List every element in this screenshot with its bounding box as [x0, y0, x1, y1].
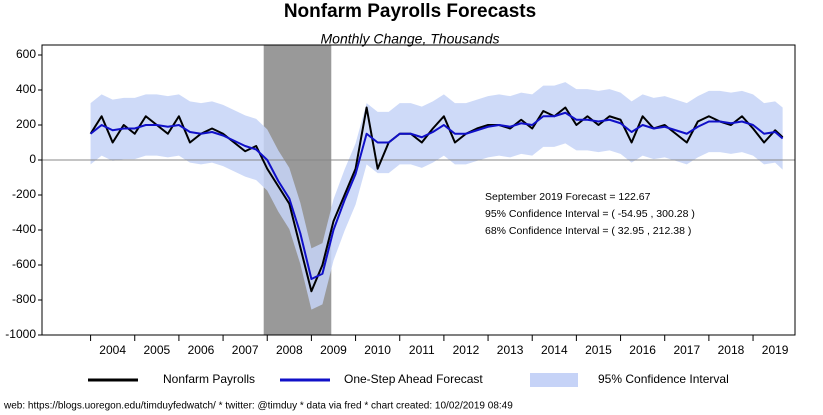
x-tick-label: 2008 — [276, 343, 303, 357]
x-tick-label: 2006 — [188, 343, 215, 357]
annotation: 68% Confidence Interval = ( 32.95 , 212.… — [485, 225, 691, 237]
y-tick-label: -800 — [12, 292, 36, 306]
legend-swatch — [530, 373, 578, 387]
y-tick-label: -200 — [12, 187, 36, 201]
x-tick-label: 2010 — [364, 343, 391, 357]
series-line — [89, 111, 784, 280]
x-tick-label: 2015 — [585, 343, 612, 357]
legend-label: One-Step Ahead Forecast — [344, 372, 483, 386]
x-tick-label: 2019 — [762, 343, 789, 357]
y-tick-label: 200 — [16, 117, 36, 131]
legend-label: Nonfarm Payrolls — [163, 372, 255, 386]
y-tick-label: -600 — [12, 257, 36, 271]
chart-subtitle: Monthly Change, Thousands — [321, 31, 500, 47]
x-tick-label: 2017 — [673, 343, 700, 357]
x-tick-label: 2004 — [99, 343, 126, 357]
x-tick-label: 2014 — [541, 343, 568, 357]
y-tick-label: 600 — [16, 47, 36, 61]
x-tick-label: 2005 — [143, 343, 170, 357]
plot-frame — [41, 44, 796, 336]
y-tick-label: 0 — [29, 152, 36, 166]
y-tick-label: -1000 — [5, 327, 36, 341]
annotation: September 2019 Forecast = 122.67 — [485, 191, 651, 203]
x-tick-label: 2013 — [497, 343, 524, 357]
x-tick-label: 2007 — [232, 343, 259, 357]
annotation: 95% Confidence Interval = ( -54.95 , 300… — [485, 208, 695, 220]
confidence-band — [90, 82, 783, 310]
legend-label: 95% Confidence Interval — [598, 372, 729, 386]
y-tick-label: -400 — [12, 222, 36, 236]
x-tick-label: 2009 — [320, 343, 347, 357]
x-tick-label: 2016 — [629, 343, 656, 357]
x-tick-label: 2012 — [453, 343, 480, 357]
chart-title: Nonfarm Payrolls Forecasts — [284, 1, 536, 22]
x-tick-label: 2011 — [409, 343, 435, 357]
y-tick-label: 400 — [16, 82, 36, 96]
x-tick-label: 2018 — [718, 343, 745, 357]
footer: web: https://blogs.uoregon.edu/timduyfed… — [3, 401, 513, 412]
